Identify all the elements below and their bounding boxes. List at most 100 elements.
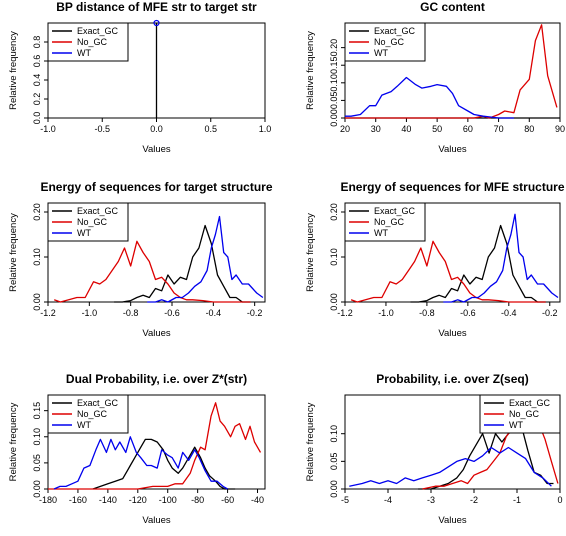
- x-tick-label: 0.0: [150, 124, 163, 134]
- chart-title: Probability, i.e. over Z(seq): [376, 372, 528, 386]
- y-tick-label: 0.05: [32, 454, 42, 472]
- legend-label: WT: [77, 228, 91, 238]
- x-tick-label: -140: [99, 495, 117, 505]
- series-line: [92, 438, 236, 490]
- x-tick-label: 70: [494, 124, 504, 134]
- series-line: [48, 402, 262, 490]
- x-tick-label: -1.2: [337, 308, 353, 318]
- x-axis-label: Values: [142, 515, 171, 526]
- chart-title: Energy of sequences for MFE structure: [340, 180, 564, 194]
- y-axis-label: Relative frequency: [305, 402, 316, 481]
- y-tick-label: 0.00: [329, 293, 339, 311]
- series-line: [345, 76, 514, 119]
- x-tick-label: -1.0: [40, 124, 56, 134]
- y-axis-label: Relative frequency: [8, 31, 19, 110]
- y-tick-label: 0.20: [329, 203, 339, 221]
- legend-box: [47, 22, 129, 62]
- x-tick-label: -1.0: [378, 308, 394, 318]
- y-tick-label: 0.15: [32, 402, 42, 420]
- plot-frame: [47, 394, 266, 490]
- legend-label: WT: [77, 420, 91, 430]
- x-tick-label: -120: [129, 495, 147, 505]
- y-tick-label: 0.10: [329, 248, 339, 266]
- series-line: [350, 240, 546, 303]
- x-axis-label: Values: [438, 328, 467, 339]
- x-tick-label: 50: [432, 124, 442, 134]
- y-tick-label: 0.10: [32, 248, 42, 266]
- x-tick-label: 80: [524, 124, 534, 134]
- x-tick-label: -100: [159, 495, 177, 505]
- x-tick-label: -0.2: [247, 308, 263, 318]
- data-point: [153, 19, 160, 27]
- chart-title: GC content: [420, 0, 485, 14]
- x-tick-label: 30: [371, 124, 381, 134]
- x-tick-label: -1.0: [82, 308, 98, 318]
- y-tick-label: 0.00: [32, 293, 42, 311]
- legend-label: Exact_GC: [77, 398, 119, 408]
- x-tick-label: 0: [557, 495, 562, 505]
- chart-title: Dual Probability, i.e. over Z*(str): [66, 372, 247, 386]
- legend-label: No_GC: [77, 37, 108, 47]
- x-tick-label: -0.6: [164, 308, 180, 318]
- series-line: [410, 224, 546, 303]
- y-tick-label: 0.20: [329, 39, 339, 57]
- legend-label: WT: [77, 48, 91, 58]
- chart-panel: Probability, i.e. over Z(seq) -5 -4 -3 -2 -1 0…: [305, 372, 563, 526]
- x-tick-label: -5: [341, 495, 349, 505]
- series-line: [53, 436, 228, 490]
- legend-label: No_GC: [77, 217, 108, 227]
- y-tick-label: 0.00: [32, 480, 42, 498]
- legend-label: No_GC: [509, 409, 540, 419]
- legend-label: Exact_GC: [77, 26, 119, 36]
- x-tick-label: -3: [427, 495, 435, 505]
- x-tick-label: 20: [340, 124, 350, 134]
- series-line: [349, 446, 552, 487]
- legend-label: Exact_GC: [77, 206, 119, 216]
- y-axis-label: Relative frequency: [305, 213, 316, 292]
- series-line: [53, 240, 251, 303]
- x-tick-label: 60: [463, 124, 473, 134]
- chart-panel: BP distance of MFE str to target str -1.0…: [8, 0, 271, 155]
- legend-label: WT: [509, 420, 523, 430]
- x-tick-label: -40: [251, 495, 264, 505]
- x-tick-label: -80: [191, 495, 204, 505]
- legend-label: Exact_GC: [374, 206, 416, 216]
- y-tick-label: 0.6: [32, 55, 42, 68]
- x-axis-label: Values: [438, 515, 467, 526]
- chart-panel: Energy of sequences for MFE structure -1.…: [305, 180, 565, 339]
- y-tick-label: 0.15: [329, 56, 339, 74]
- y-tick-label: 0.05: [329, 453, 339, 471]
- x-tick-label: 1.0: [259, 124, 272, 134]
- series-line: [443, 213, 559, 303]
- y-tick-label: 0.2: [32, 93, 42, 106]
- x-tick-label: 40: [401, 124, 411, 134]
- y-axis-label: Relative frequency: [305, 31, 316, 110]
- x-tick-label: 0.5: [204, 124, 217, 134]
- series-line: [418, 424, 554, 490]
- plot-frame: [344, 394, 561, 490]
- x-axis-label: Values: [438, 144, 467, 155]
- y-tick-label: 0.00: [329, 480, 339, 498]
- x-tick-label: -2: [470, 495, 478, 505]
- series-line: [147, 215, 264, 303]
- y-tick-label: 0.00: [329, 109, 339, 127]
- x-tick-label: -0.8: [419, 308, 435, 318]
- x-axis-label: Values: [142, 144, 171, 155]
- x-tick-label: 90: [555, 124, 565, 134]
- legend-label: Exact_GC: [374, 26, 416, 36]
- x-tick-label: -0.4: [501, 308, 517, 318]
- chart-panel: Dual Probability, i.e. over Z*(str) -180 -…: [8, 372, 266, 526]
- y-tick-label: 0.10: [32, 428, 42, 446]
- x-tick-label: -0.8: [123, 308, 139, 318]
- x-tick-label: -0.5: [94, 124, 110, 134]
- chart-title: BP distance of MFE str to target str: [56, 0, 257, 14]
- y-tick-label: 0.05: [329, 92, 339, 110]
- chart-panel: Energy of sequences for target structure…: [8, 180, 273, 339]
- y-tick-label: 0.10: [329, 425, 339, 443]
- legend-label: No_GC: [374, 217, 405, 227]
